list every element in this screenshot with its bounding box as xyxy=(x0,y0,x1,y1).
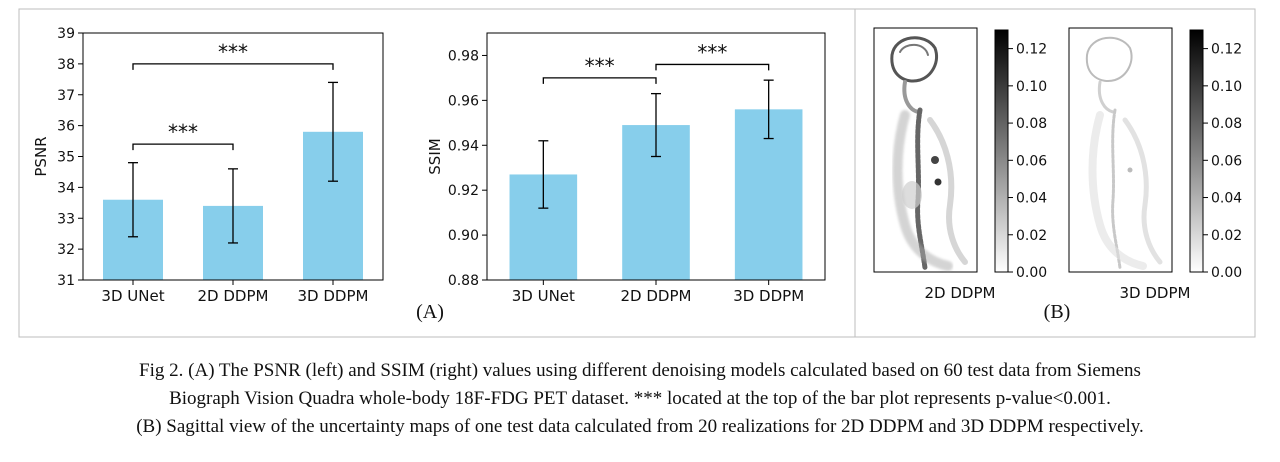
y-tick-label-2: 33 xyxy=(57,211,75,227)
y-tick-label-1: 32 xyxy=(57,242,75,258)
error-bar-0 xyxy=(128,162,138,238)
y-tick-label-6: 37 xyxy=(57,88,75,104)
y-tick-label-4: 0.96 xyxy=(448,93,479,109)
colorbar-tick-label-3: 0.06 xyxy=(1211,153,1242,169)
caption-line-2: Biograph Vision Quadra whole-body 18F-FD… xyxy=(169,388,1111,409)
map-label-2d: 2D DDPM xyxy=(925,284,996,302)
x-tick-label-1: 2D DDPM xyxy=(198,287,269,305)
y-axis-label: SSIM xyxy=(426,138,444,174)
y-tick-label-8: 39 xyxy=(57,26,75,42)
colorbar-tick-label-1: 0.02 xyxy=(1211,228,1242,244)
x-tick-label-2: 3D DDPM xyxy=(733,287,804,305)
colorbar-tick-label-1: 0.02 xyxy=(1016,228,1047,244)
significance-label-1: *** xyxy=(218,40,248,64)
body-silhouette-3d xyxy=(1085,36,1163,270)
body-silhouette-2d xyxy=(890,36,968,271)
y-tick-label-2: 0.92 xyxy=(448,183,479,199)
y-tick-label-0: 0.88 xyxy=(448,273,479,289)
y-tick-label-5: 0.98 xyxy=(448,48,479,64)
error-bar-2 xyxy=(763,79,774,140)
colorbar-tick-label-4: 0.08 xyxy=(1016,116,1047,132)
panel-b-frame xyxy=(854,8,1256,338)
colorbar-tick-label-0: 0.00 xyxy=(1211,265,1242,281)
uncertainty-map-2d: 0.00 0.02 0.04 0.06 0.08 0.10 0.12 2D DDPM xyxy=(873,27,1047,302)
caption-line-1: Fig 2. (A) The PSNR (left) and SSIM (rig… xyxy=(139,360,1141,381)
panel-label-b: (B) xyxy=(1044,301,1071,323)
uncertainty-map-3d: 0.00 0.02 0.04 0.06 0.08 0.10 0.12 3D DDPM xyxy=(1068,27,1242,302)
colorbar-tick-label-2: 0.04 xyxy=(1016,191,1047,207)
colorbar-2d xyxy=(994,29,1009,273)
y-tick-label-0: 31 xyxy=(57,273,75,289)
psnr-chart: 31 32 33 34 35 36 37 38 39 3D UNet 2D DDPM 3D DDPM P… xyxy=(32,26,384,305)
colorbar-ticks-3d: 0.00 0.02 0.04 0.06 0.08 0.10 0.12 xyxy=(1203,42,1242,281)
error-bar-1 xyxy=(228,168,238,244)
colorbar-tick-label-6: 0.12 xyxy=(1211,42,1242,58)
panel-label-a: (A) xyxy=(416,301,444,323)
colorbar-tick-label-4: 0.08 xyxy=(1211,116,1242,132)
error-bar-2 xyxy=(328,81,338,182)
colorbar-tick-label-5: 0.10 xyxy=(1016,79,1047,95)
y-tick-label-7: 38 xyxy=(57,57,75,73)
x-tick-label-2: 3D DDPM xyxy=(298,287,369,305)
map-frame-3d xyxy=(1068,27,1173,273)
x-tick-label-0: 3D UNet xyxy=(512,287,575,305)
colorbar-tick-label-6: 0.12 xyxy=(1016,42,1047,58)
y-tick-label-5: 36 xyxy=(57,119,75,135)
colorbar-tick-label-2: 0.04 xyxy=(1211,191,1242,207)
colorbar-tick-label-5: 0.10 xyxy=(1211,79,1242,95)
error-bar-1 xyxy=(651,92,661,158)
significance-label-0: *** xyxy=(585,54,615,78)
colorbar-tick-label-0: 0.00 xyxy=(1016,265,1047,281)
significance-bracket-0: *** xyxy=(542,54,657,84)
colorbar-3d xyxy=(1189,29,1204,273)
significance-bracket-1: *** xyxy=(655,40,770,71)
x-tick-label-0: 3D UNet xyxy=(101,287,164,305)
map-frame-2d xyxy=(873,27,978,273)
significance-label-0: *** xyxy=(168,120,198,144)
colorbar-tick-label-3: 0.06 xyxy=(1016,153,1047,169)
caption-line-3: (B) Sagittal view of the uncertainty map… xyxy=(136,416,1144,437)
map-label-3d: 3D DDPM xyxy=(1120,284,1191,302)
y-axis-label: PSNR xyxy=(32,136,50,176)
error-bar-0 xyxy=(538,140,549,209)
significance-bracket-0: *** xyxy=(132,120,234,151)
colorbar-ticks-2d: 0.00 0.02 0.04 0.06 0.08 0.10 0.12 xyxy=(1008,42,1047,281)
y-tick-label-1: 0.90 xyxy=(448,228,479,244)
ssim-chart: 0.88 0.90 0.92 0.94 0.96 0.98 3D UNet 2D DDPM 3D… xyxy=(426,32,826,305)
y-tick-label-4: 35 xyxy=(57,150,75,166)
y-tick-label-3: 34 xyxy=(57,180,75,196)
significance-label-1: *** xyxy=(697,40,727,64)
x-tick-label-1: 2D DDPM xyxy=(621,287,692,305)
significance-bracket-1: *** xyxy=(132,40,334,70)
y-tick-label-3: 0.94 xyxy=(448,138,479,154)
